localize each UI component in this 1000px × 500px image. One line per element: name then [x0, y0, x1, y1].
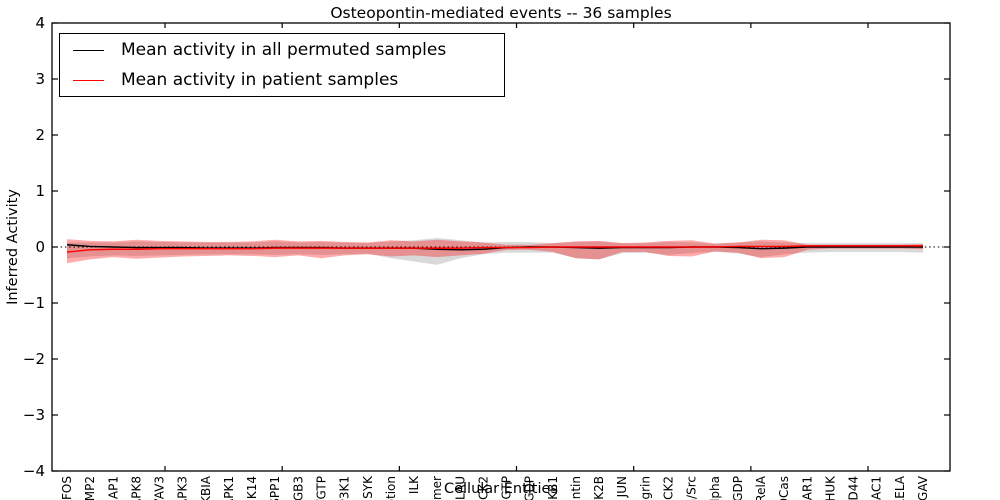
patient-std-band — [67, 239, 923, 264]
x-tick-label: CD44 — [847, 476, 861, 500]
x-tick-label: NFKB1 — [546, 476, 560, 500]
x-tick-label: SYK — [361, 475, 375, 499]
x-tick-label: Rac1/GTP — [314, 476, 328, 500]
x-tick-label: PLAU — [453, 476, 467, 500]
x-tick-label: MAPK3 — [176, 476, 190, 500]
x-tick-label: MAPK1 — [222, 476, 236, 500]
x-tick-label: bone resorption — [384, 476, 398, 500]
x-tick-label: mol:GDP — [523, 476, 537, 500]
x-tick-label: CD44/Rho Family GTPase/ROCK2 — [662, 476, 676, 500]
x-tick-label: JUN — [615, 476, 629, 498]
y-tick-label: −1 — [23, 294, 45, 312]
x-tick-label: SPP1 — [268, 476, 282, 500]
x-tick-label: RELA — [893, 475, 907, 500]
legend-entry-permuted: Mean activity in all permuted samples — [60, 35, 504, 65]
legend-label: Mean activity in patient samples — [121, 70, 399, 90]
x-tick-label: MAP3K14 — [245, 476, 259, 500]
x-tick-label: Rac1/GDP — [731, 476, 745, 500]
chart-title: Osteopontin-mediated events -- 36 sample… — [330, 4, 672, 22]
y-tick-label: −3 — [23, 406, 45, 424]
x-tick-label: alphaV/beta3 Integrin/Osteopontin/Src — [685, 476, 699, 500]
x-tick-label: alphaV beta3 Integrin — [638, 476, 652, 500]
x-tick-label: BCAR1 — [800, 476, 814, 500]
y-axis-label: Inferred Activity — [5, 189, 21, 305]
y-tick-label: −2 — [23, 350, 45, 368]
y-tick-label: 3 — [35, 70, 45, 88]
y-tick-label: 0 — [35, 238, 45, 256]
y-tick-label: 4 — [35, 14, 45, 32]
legend-line-red — [73, 79, 104, 81]
x-tick-label: RAC1 — [870, 476, 884, 500]
x-tick-label: PYK2/p130Cas — [777, 476, 791, 500]
x-tick-label: NF kappa B1 p50/RelA/I kappa B alpha — [708, 476, 722, 500]
x-tick-label: FOS — [60, 476, 74, 500]
x-tick-label: ILK — [407, 475, 421, 494]
legend-line-black — [73, 49, 104, 51]
x-tick-label: MMP2 — [83, 476, 97, 500]
x-tick-label: VAV3 — [153, 476, 167, 500]
x-tick-label: PTK2B — [592, 476, 606, 500]
x-tick-label: MAPK8 — [129, 476, 143, 500]
x-tick-label: IKK alpha homodimer — [430, 476, 444, 500]
legend: Mean activity in all permuted samples Me… — [59, 33, 505, 97]
x-tick-label: ITGB3 — [291, 476, 305, 500]
x-tick-label: MAP3K1 — [338, 476, 352, 500]
x-tick-label: alphaV/beta3 Integrin/Osteopontin — [569, 476, 583, 500]
x-tick-label: AP1 — [106, 476, 120, 499]
x-axis-label: Cellular Entities — [443, 481, 559, 497]
y-tick-label: 2 — [35, 126, 45, 144]
series-line-1 — [66, 245, 923, 253]
x-tick-label: NFKBIA — [199, 475, 213, 500]
x-tick-label: mol:GTP — [500, 476, 514, 500]
x-tick-label: NF kappa B1 p50/RelA — [754, 475, 768, 500]
y-tick-label: −4 — [23, 462, 45, 480]
x-tick-label: ITGAV — [916, 475, 930, 500]
legend-entry-patient: Mean activity in patient samples — [60, 65, 504, 95]
y-tick-label: 1 — [35, 182, 45, 200]
x-tick-label: ROCK2 — [476, 476, 490, 500]
legend-label: Mean activity in all permuted samples — [121, 40, 447, 60]
x-tick-label: CHUK — [823, 475, 837, 500]
permuted-std-band — [67, 238, 923, 265]
